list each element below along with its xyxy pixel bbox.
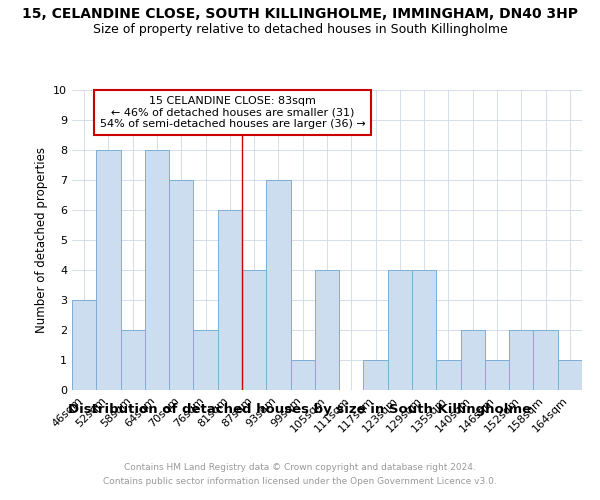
Bar <box>436 360 461 390</box>
Text: Distribution of detached houses by size in South Killingholme: Distribution of detached houses by size … <box>68 402 532 415</box>
Bar <box>388 270 412 390</box>
Bar <box>242 270 266 390</box>
Text: Size of property relative to detached houses in South Killingholme: Size of property relative to detached ho… <box>92 22 508 36</box>
Y-axis label: Number of detached properties: Number of detached properties <box>35 147 47 333</box>
Bar <box>461 330 485 390</box>
Bar <box>290 360 315 390</box>
Bar <box>364 360 388 390</box>
Text: 15, CELANDINE CLOSE, SOUTH KILLINGHOLME, IMMINGHAM, DN40 3HP: 15, CELANDINE CLOSE, SOUTH KILLINGHOLME,… <box>22 8 578 22</box>
Bar <box>412 270 436 390</box>
Bar <box>485 360 509 390</box>
Text: Contains HM Land Registry data © Crown copyright and database right 2024.: Contains HM Land Registry data © Crown c… <box>124 462 476 471</box>
Bar <box>72 300 96 390</box>
Bar <box>509 330 533 390</box>
Bar <box>193 330 218 390</box>
Bar <box>145 150 169 390</box>
Bar <box>266 180 290 390</box>
Bar <box>558 360 582 390</box>
Text: 15 CELANDINE CLOSE: 83sqm
← 46% of detached houses are smaller (31)
54% of semi-: 15 CELANDINE CLOSE: 83sqm ← 46% of detac… <box>100 96 365 129</box>
Bar <box>121 330 145 390</box>
Bar <box>169 180 193 390</box>
Bar <box>218 210 242 390</box>
Bar <box>96 150 121 390</box>
Bar <box>315 270 339 390</box>
Text: Contains public sector information licensed under the Open Government Licence v3: Contains public sector information licen… <box>103 478 497 486</box>
Bar <box>533 330 558 390</box>
